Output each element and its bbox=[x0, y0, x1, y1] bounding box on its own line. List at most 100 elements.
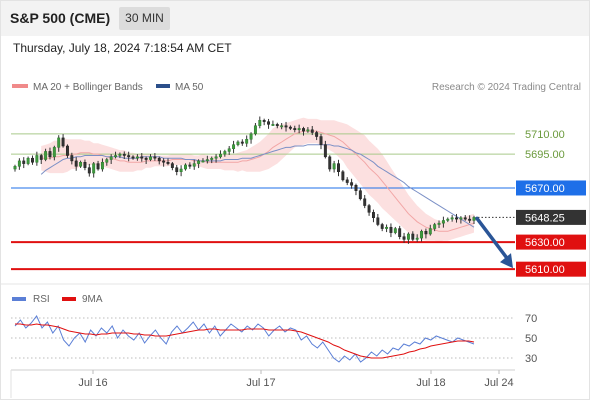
candle bbox=[402, 232, 406, 243]
copyright-text: Research © 2024 Trading Central bbox=[432, 82, 581, 93]
ma50-line bbox=[40, 144, 475, 228]
candle bbox=[214, 154, 218, 163]
candle bbox=[96, 160, 100, 171]
candle bbox=[245, 135, 249, 147]
level-label-5670.00: 5670.00 bbox=[525, 183, 565, 195]
candle bbox=[271, 120, 275, 126]
candle bbox=[162, 158, 166, 167]
rsi-tick-labels: 70 50 30 bbox=[525, 313, 537, 365]
candle bbox=[415, 234, 419, 242]
candle bbox=[48, 147, 52, 160]
candle bbox=[39, 153, 43, 165]
level-label-5648.25: 5648.25 bbox=[525, 212, 565, 224]
candle bbox=[61, 134, 65, 148]
candle bbox=[223, 149, 227, 157]
candle bbox=[288, 125, 292, 131]
candle bbox=[22, 157, 26, 169]
candle bbox=[218, 150, 222, 159]
candle bbox=[389, 223, 393, 238]
candle bbox=[267, 118, 271, 129]
candle bbox=[345, 177, 349, 186]
level-label-5630.00: 5630.00 bbox=[525, 237, 565, 249]
candle bbox=[253, 123, 257, 136]
candle bbox=[87, 163, 91, 177]
forecast-arrow bbox=[475, 216, 513, 269]
candle bbox=[100, 158, 104, 172]
level-tag-5630.00 bbox=[516, 234, 586, 250]
time-label-jul-17: Jul 17 bbox=[246, 377, 275, 389]
candle bbox=[52, 145, 56, 161]
bollinger-legend-label: MA 20 + Bollinger Bands bbox=[33, 82, 143, 93]
candles bbox=[13, 116, 476, 244]
candle bbox=[306, 127, 310, 133]
candle bbox=[411, 231, 415, 242]
candle bbox=[57, 135, 61, 152]
candle bbox=[459, 216, 463, 224]
level-label-5695.00: 5695.00 bbox=[525, 149, 565, 161]
candle bbox=[275, 122, 279, 129]
candle bbox=[184, 163, 187, 171]
candle bbox=[262, 118, 266, 126]
candle bbox=[302, 126, 305, 136]
candle bbox=[74, 157, 78, 171]
candle bbox=[385, 224, 389, 233]
candle bbox=[65, 144, 69, 159]
candle bbox=[319, 133, 323, 150]
candle bbox=[406, 232, 410, 244]
rsi-line bbox=[14, 315, 475, 363]
candle bbox=[201, 158, 205, 163]
candle bbox=[433, 222, 437, 232]
candle bbox=[323, 140, 327, 159]
candle bbox=[350, 178, 354, 189]
candle bbox=[197, 159, 201, 169]
candle bbox=[31, 155, 34, 165]
ma50-legend-swatch bbox=[156, 84, 170, 88]
candle bbox=[114, 151, 118, 159]
candle bbox=[310, 125, 314, 136]
candle bbox=[354, 183, 358, 196]
candle bbox=[337, 159, 340, 177]
ma20-line bbox=[41, 130, 475, 232]
candle bbox=[92, 161, 96, 178]
price-panel: 5710.00 5695.00 5670.00 5648.25 5630.00 5610.… bbox=[11, 116, 586, 277]
candle bbox=[358, 187, 362, 201]
candle bbox=[227, 146, 231, 155]
candle bbox=[328, 155, 332, 172]
level-label-5710.00: 5710.00 bbox=[525, 129, 565, 141]
candle bbox=[367, 203, 371, 216]
candle bbox=[371, 209, 375, 223]
rsi-tick-70: 70 bbox=[525, 313, 537, 325]
candle bbox=[258, 116, 262, 129]
candle bbox=[17, 158, 21, 170]
candle bbox=[315, 130, 319, 141]
candle bbox=[249, 132, 253, 144]
candle bbox=[131, 155, 135, 160]
candle bbox=[420, 229, 424, 242]
candle bbox=[441, 216, 445, 228]
candle bbox=[70, 152, 74, 165]
chart-datetime: Thursday, July 18, 2024 7:18:54 AM CET bbox=[13, 41, 232, 55]
candle bbox=[205, 155, 209, 164]
timeframe-badge[interactable]: 30 MIN bbox=[119, 7, 170, 30]
candle bbox=[83, 159, 87, 171]
candle bbox=[109, 154, 113, 165]
candle bbox=[44, 148, 48, 162]
candle bbox=[236, 140, 240, 147]
candle bbox=[153, 153, 157, 161]
candle bbox=[140, 153, 144, 162]
candle bbox=[105, 157, 109, 166]
candle bbox=[175, 164, 179, 176]
candle bbox=[463, 215, 467, 221]
rsi-tick-30: 30 bbox=[525, 353, 537, 365]
candle bbox=[428, 224, 432, 236]
candle bbox=[280, 123, 284, 130]
candle bbox=[192, 159, 196, 170]
candle bbox=[450, 215, 454, 222]
candle bbox=[240, 139, 244, 146]
candle bbox=[232, 140, 236, 154]
candle bbox=[472, 215, 476, 224]
candle bbox=[135, 154, 139, 161]
rsi-ma-legend-swatch bbox=[62, 297, 76, 301]
rsi-ma-line bbox=[15, 323, 475, 359]
